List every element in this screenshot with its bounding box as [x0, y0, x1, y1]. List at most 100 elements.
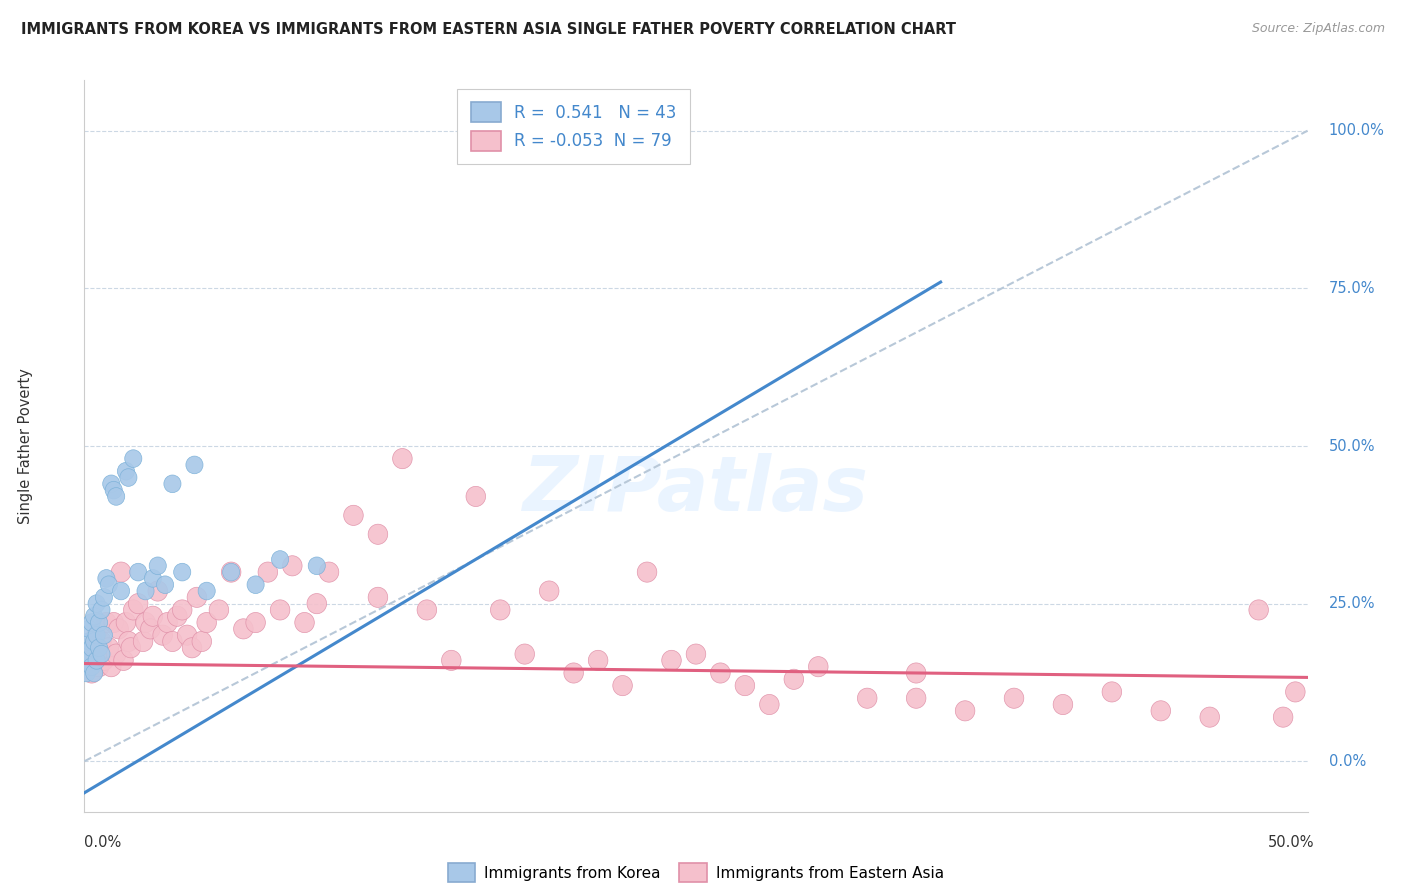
Ellipse shape: [259, 562, 277, 582]
Ellipse shape: [121, 638, 141, 658]
Ellipse shape: [98, 570, 115, 587]
Ellipse shape: [93, 645, 110, 663]
Ellipse shape: [89, 651, 105, 669]
Ellipse shape: [136, 613, 155, 632]
Ellipse shape: [84, 644, 104, 665]
Ellipse shape: [90, 639, 108, 657]
Ellipse shape: [107, 644, 127, 665]
Ellipse shape: [148, 581, 167, 601]
Ellipse shape: [80, 620, 98, 638]
Text: 50.0%: 50.0%: [1268, 836, 1315, 850]
Ellipse shape: [1249, 599, 1268, 620]
Ellipse shape: [129, 563, 146, 581]
Ellipse shape: [89, 595, 105, 613]
Ellipse shape: [907, 663, 927, 683]
Text: 50.0%: 50.0%: [1329, 439, 1375, 453]
Ellipse shape: [343, 505, 363, 525]
Ellipse shape: [141, 619, 160, 639]
Ellipse shape: [465, 486, 485, 507]
Ellipse shape: [1152, 701, 1171, 721]
Ellipse shape: [91, 632, 111, 651]
Ellipse shape: [117, 462, 135, 480]
Ellipse shape: [111, 562, 131, 582]
Ellipse shape: [270, 599, 290, 620]
Ellipse shape: [221, 562, 240, 582]
Ellipse shape: [637, 562, 657, 582]
Ellipse shape: [86, 607, 103, 625]
Ellipse shape: [759, 695, 779, 714]
Ellipse shape: [156, 576, 174, 593]
Ellipse shape: [149, 557, 166, 574]
Ellipse shape: [90, 614, 108, 632]
Ellipse shape: [907, 688, 927, 708]
Ellipse shape: [105, 482, 122, 499]
Ellipse shape: [441, 650, 461, 671]
Ellipse shape: [392, 449, 412, 468]
Ellipse shape: [98, 638, 118, 658]
Ellipse shape: [564, 663, 583, 683]
Ellipse shape: [686, 644, 706, 665]
Ellipse shape: [80, 638, 98, 658]
Ellipse shape: [246, 613, 266, 632]
Ellipse shape: [186, 456, 202, 474]
Ellipse shape: [134, 632, 153, 651]
Ellipse shape: [1199, 707, 1219, 727]
Ellipse shape: [197, 613, 217, 632]
Ellipse shape: [785, 669, 804, 690]
Ellipse shape: [83, 639, 100, 657]
Ellipse shape: [271, 550, 288, 568]
Ellipse shape: [124, 599, 143, 620]
Text: IMMIGRANTS FROM KOREA VS IMMIGRANTS FROM EASTERN ASIA SINGLE FATHER POVERTY CORR: IMMIGRANTS FROM KOREA VS IMMIGRANTS FROM…: [21, 22, 956, 37]
Ellipse shape: [1285, 681, 1305, 702]
Ellipse shape: [308, 557, 325, 574]
Ellipse shape: [222, 563, 239, 581]
Text: 0.0%: 0.0%: [1329, 754, 1365, 769]
Ellipse shape: [283, 556, 302, 576]
Ellipse shape: [515, 644, 534, 665]
Ellipse shape: [82, 663, 101, 683]
Ellipse shape: [187, 587, 207, 607]
Ellipse shape: [100, 576, 117, 593]
Ellipse shape: [662, 650, 682, 671]
Ellipse shape: [1053, 695, 1073, 714]
Ellipse shape: [955, 701, 974, 721]
Ellipse shape: [173, 599, 193, 620]
Text: ZIPatlas: ZIPatlas: [523, 453, 869, 527]
Ellipse shape: [418, 599, 437, 620]
Ellipse shape: [96, 626, 112, 644]
Ellipse shape: [128, 593, 148, 614]
Ellipse shape: [83, 614, 100, 632]
Ellipse shape: [87, 625, 107, 645]
Ellipse shape: [307, 593, 326, 614]
Ellipse shape: [103, 475, 120, 492]
Ellipse shape: [83, 658, 100, 675]
Text: 75.0%: 75.0%: [1329, 281, 1375, 296]
Ellipse shape: [319, 562, 339, 582]
Ellipse shape: [163, 632, 183, 651]
Ellipse shape: [1004, 688, 1024, 708]
Text: 25.0%: 25.0%: [1329, 596, 1375, 611]
Ellipse shape: [89, 626, 105, 644]
Ellipse shape: [145, 570, 162, 587]
Ellipse shape: [491, 599, 510, 620]
Ellipse shape: [710, 663, 730, 683]
Text: 0.0%: 0.0%: [84, 836, 121, 850]
Ellipse shape: [735, 675, 755, 696]
Ellipse shape: [157, 613, 177, 632]
Ellipse shape: [247, 576, 264, 593]
Ellipse shape: [613, 675, 633, 696]
Ellipse shape: [89, 657, 108, 677]
Ellipse shape: [94, 650, 114, 671]
Ellipse shape: [209, 599, 229, 620]
Ellipse shape: [79, 651, 96, 669]
Ellipse shape: [177, 625, 197, 645]
Ellipse shape: [125, 450, 142, 467]
Ellipse shape: [1274, 707, 1294, 727]
Text: Single Father Poverty: Single Father Poverty: [18, 368, 32, 524]
Ellipse shape: [97, 613, 117, 632]
Ellipse shape: [77, 650, 97, 671]
Ellipse shape: [112, 582, 129, 599]
Ellipse shape: [183, 638, 202, 658]
Ellipse shape: [80, 645, 98, 663]
Ellipse shape: [118, 632, 138, 651]
